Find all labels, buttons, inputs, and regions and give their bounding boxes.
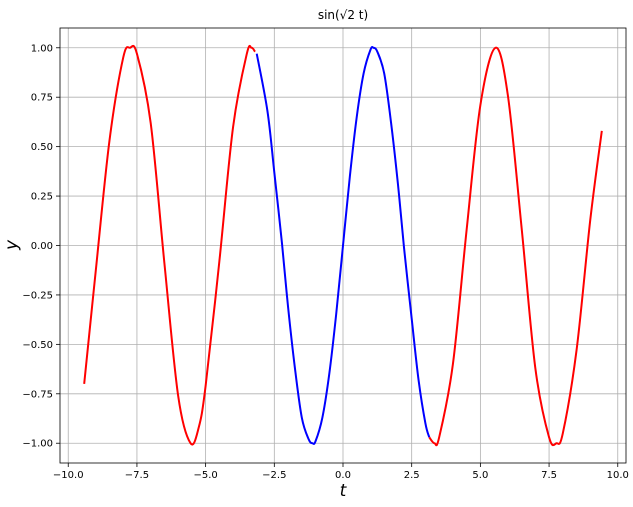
x-axis-label: t (340, 481, 348, 501)
x-tick-label: −5.0 (193, 470, 217, 481)
x-tick-label: 0.0 (335, 470, 351, 481)
y-tick-label: 0.75 (31, 93, 53, 104)
y-tick-label: −0.50 (22, 340, 53, 351)
x-tick-label: 7.5 (541, 470, 557, 481)
x-tick-label: −7.5 (125, 470, 149, 481)
chart-title: sin(√2 t) (318, 8, 368, 22)
series-group (83, 44, 603, 447)
y-tick-label: 0.00 (31, 241, 53, 252)
x-tick-label: 2.5 (404, 470, 420, 481)
y-tick-label: −0.25 (22, 290, 53, 301)
y-tick-label: 0.25 (31, 192, 53, 203)
x-axis: −10.0 −7.5 −5.0 −2.5 0.0 2.5 5.0 7.5 10.0 (53, 463, 629, 481)
x-tick-label: −10.0 (53, 470, 84, 481)
y-tick-label: 1.00 (31, 43, 53, 54)
y-tick-label: 0.50 (31, 142, 53, 153)
series-line-1 (83, 44, 256, 446)
x-tick-label: −2.5 (262, 470, 286, 481)
y-tick-label: −1.00 (22, 439, 53, 450)
y-axis-label: y (2, 239, 22, 251)
x-tick-label: 10.0 (607, 470, 629, 481)
x-tick-label: 5.0 (472, 470, 488, 481)
series-line-2 (255, 46, 431, 445)
y-axis: −1.00 −0.75 −0.50 −0.25 0.00 0.25 0.50 0.75 1.00 (22, 43, 60, 450)
series-line-3 (428, 46, 603, 447)
y-tick-label: −0.75 (22, 389, 53, 400)
